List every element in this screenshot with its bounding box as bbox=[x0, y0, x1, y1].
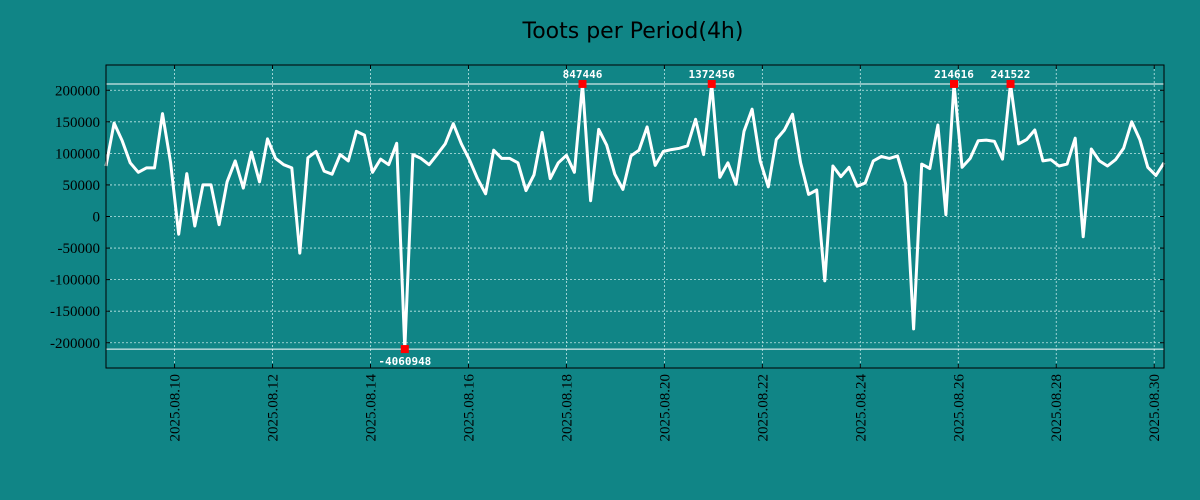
y-tick-label: 0 bbox=[93, 210, 101, 226]
x-tick-label: 2025.08.10 bbox=[168, 374, 184, 442]
axes-frame bbox=[105, 64, 1165, 369]
y-tick-label: 200000 bbox=[55, 83, 100, 99]
annotation-marker bbox=[707, 79, 716, 88]
series-line-toots bbox=[104, 82, 1166, 351]
chart-title: Toots per Period(4h) bbox=[522, 19, 744, 44]
y-tick-label: -150000 bbox=[50, 304, 100, 320]
y-tick-label: 100000 bbox=[55, 146, 100, 162]
y-tick-label: 50000 bbox=[63, 178, 101, 194]
x-tick-label: 2025.08.28 bbox=[1049, 374, 1065, 442]
x-tick-label: 2025.08.20 bbox=[657, 374, 673, 442]
annotation-marker bbox=[950, 79, 959, 88]
x-tick-label: 2025.08.16 bbox=[461, 374, 477, 442]
annotation-label: -4060948 bbox=[378, 355, 431, 368]
plot-area: 200000 150000 100000 50000 0 -50000 -100000 -15… bbox=[50, 64, 1166, 442]
x-tick-label: 2025.08.12 bbox=[266, 374, 282, 442]
x-tick-label: 2025.08.22 bbox=[755, 374, 771, 442]
x-tick-label: 2025.08.26 bbox=[951, 374, 967, 442]
annotation-marker bbox=[1006, 79, 1015, 88]
y-tick-label: -50000 bbox=[58, 241, 101, 257]
annotation-label: 1372456 bbox=[689, 68, 736, 81]
x-tick-label: 2025.08.18 bbox=[559, 374, 575, 442]
y-tick-label: -200000 bbox=[50, 336, 100, 352]
y-tick-label: 150000 bbox=[55, 115, 100, 131]
x-tick-label: 2025.08.30 bbox=[1147, 374, 1163, 442]
x-tick-label: 2025.08.24 bbox=[853, 374, 869, 442]
annotation-marker bbox=[578, 79, 587, 88]
annotation-label: 214616 bbox=[934, 68, 974, 81]
annotation-label: 241522 bbox=[991, 68, 1031, 81]
annotation-marker bbox=[400, 345, 409, 354]
x-tick-label: 2025.08.14 bbox=[364, 374, 380, 442]
y-tick-label: -100000 bbox=[50, 273, 100, 289]
annotation-label: 847446 bbox=[563, 68, 603, 81]
